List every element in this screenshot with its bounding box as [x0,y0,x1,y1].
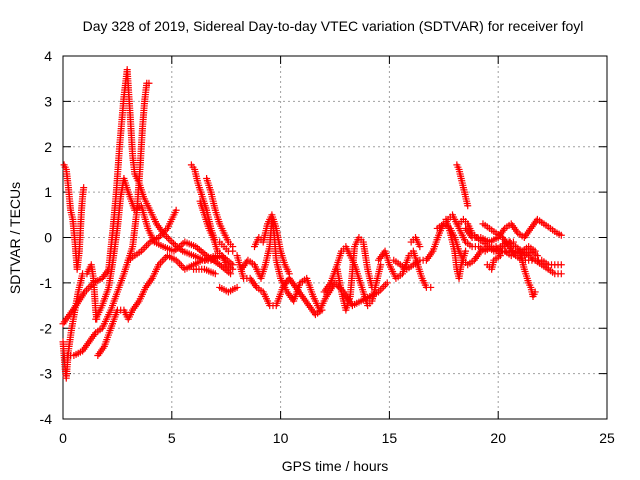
data-point [368,283,376,291]
y-tick-label: -2 [40,320,53,336]
data-point [462,247,470,255]
data-point [145,79,153,87]
data-point [464,202,472,210]
sat-trace-12 [216,283,241,296]
data-point [377,261,385,269]
y-tick-label: 4 [44,48,52,64]
y-tick-label: -4 [40,411,53,427]
x-tick-label: 5 [168,430,176,446]
y-axis-label: SDTVAR / TECUs [7,182,23,294]
data-point [211,270,219,278]
sat-trace-22 [442,215,470,282]
sat-trace-20 [407,234,424,251]
x-axis-label: GPS time / hours [282,458,389,474]
chart-title: Day 328 of 2019, Sidereal Day-to-day VTE… [83,18,584,34]
data-point [227,270,235,278]
data-point [172,206,180,214]
x-tick-label: 25 [599,430,615,446]
data-point [229,265,237,273]
data-point [557,231,565,239]
tick-labels: 0 5 10 15 20 25 -4 -3 -2 -1 0 1 2 3 4 [40,48,615,446]
sat-trace-10 [203,175,237,251]
sat-trace-6 [94,252,237,359]
y-tick-label: 3 [44,93,52,109]
sat-trace-28 [516,247,539,300]
sat-trace-11 [190,265,219,278]
y-tick-label: 2 [44,139,52,155]
y-tick-label: -1 [40,275,53,291]
sat-trace-29 [483,243,504,273]
sat-trace-4 [92,175,235,323]
x-tick-label: 0 [59,430,67,446]
data-point [229,243,237,251]
sat-trace-27 [499,247,565,278]
data-point [531,288,539,296]
sat-trace-3 [59,66,219,328]
sat-trace-25 [462,215,565,246]
data-point [318,306,326,314]
y-tick-label: 1 [44,184,52,200]
data-point [557,270,565,278]
x-tick-label: 15 [382,430,398,446]
sat-trace-5 [63,79,153,359]
data-point [80,184,88,192]
data-points [59,66,565,382]
sat-trace-15 [250,211,293,278]
sat-trace-18 [375,247,435,291]
y-tick-label: 0 [44,230,52,246]
x-tick-label: 10 [273,430,289,446]
y-tick-label: -3 [40,366,53,382]
data-point [285,270,293,278]
sat-trace-14 [233,252,326,319]
sat-trace-9 [196,197,237,273]
sat-trace-23 [453,161,472,210]
data-point [427,283,435,291]
data-point [416,243,424,251]
sat-trace-7 [124,206,180,264]
sat-trace-17 [333,234,376,314]
sat-trace-2 [60,161,88,273]
data-point [533,252,541,260]
data-point [483,261,491,269]
data-point [557,261,565,269]
data-point [531,247,539,255]
data-point [233,283,241,291]
data-point [383,279,391,287]
x-tick-label: 20 [490,430,506,446]
